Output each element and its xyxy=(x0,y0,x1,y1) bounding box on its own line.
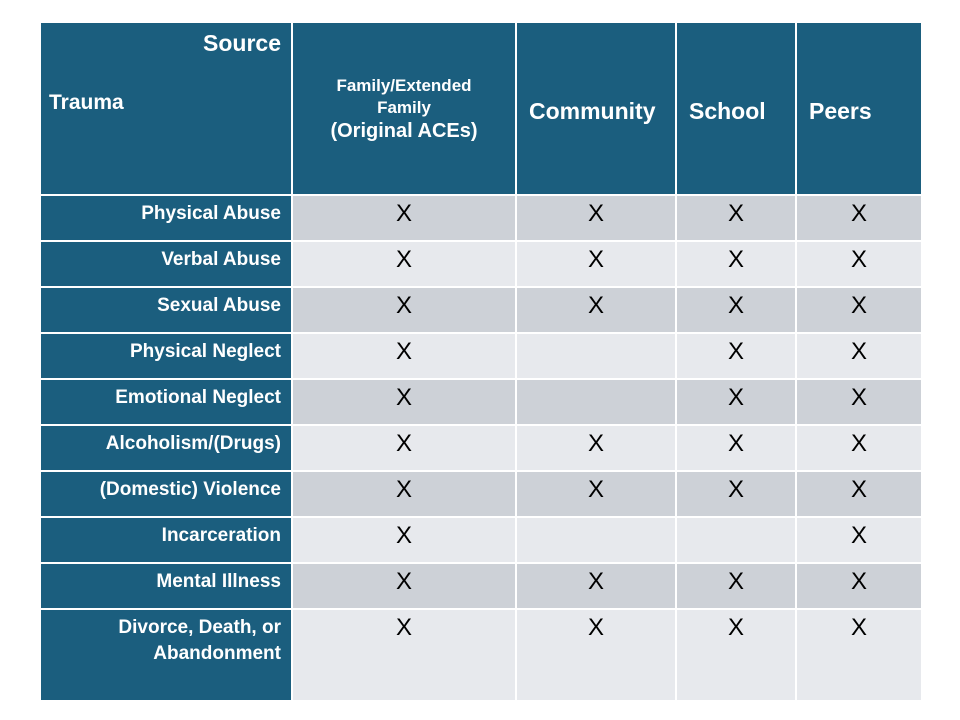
mark-cell: X xyxy=(291,608,517,702)
mark-cell: X xyxy=(675,194,797,242)
row-label-cell: Incarceration xyxy=(39,516,293,564)
row-label-cell: Divorce, Death, or Abandonment xyxy=(39,608,293,702)
mark-cell xyxy=(515,332,677,380)
mark-cell: X xyxy=(675,378,797,426)
mark-cell: X xyxy=(795,516,923,564)
mark-cell: X xyxy=(675,286,797,334)
col-header-peers: Peers xyxy=(795,21,923,196)
mark-cell: X xyxy=(795,562,923,610)
mark-cell: X xyxy=(291,378,517,426)
mark-cell: X xyxy=(291,562,517,610)
mark-cell: X xyxy=(515,424,677,472)
mark-cell: X xyxy=(795,378,923,426)
mark-cell: X xyxy=(675,608,797,702)
source-axis-label: Source xyxy=(203,30,281,56)
mark-cell: X xyxy=(795,332,923,380)
table-row: Alcoholism/(Drugs) X X X X xyxy=(39,424,923,472)
mark-cell: X xyxy=(515,194,677,242)
mark-cell: X xyxy=(675,332,797,380)
mark-cell xyxy=(675,516,797,564)
mark-cell: X xyxy=(675,424,797,472)
row-label-cell: Alcoholism/(Drugs) xyxy=(39,424,293,472)
mark-cell: X xyxy=(291,286,517,334)
mark-cell: X xyxy=(515,470,677,518)
mark-cell: X xyxy=(795,470,923,518)
trauma-source-table: Source Trauma Family/Extended Family (Or… xyxy=(39,21,923,702)
col-header-family: Family/Extended Family (Original ACEs) xyxy=(291,21,517,196)
mark-cell: X xyxy=(675,470,797,518)
table-row: Physical Neglect X X X xyxy=(39,332,923,380)
mark-cell: X xyxy=(795,424,923,472)
trauma-axis-label: Trauma xyxy=(49,91,124,114)
mark-cell: X xyxy=(795,240,923,288)
table-row: Sexual Abuse X X X X xyxy=(39,286,923,334)
mark-cell: X xyxy=(675,240,797,288)
mark-cell: X xyxy=(795,194,923,242)
table-row: Mental Illness X X X X xyxy=(39,562,923,610)
row-label-cell: Physical Abuse xyxy=(39,194,293,242)
header-row: Source Trauma Family/Extended Family (Or… xyxy=(39,21,923,196)
mark-cell: X xyxy=(515,240,677,288)
mark-cell: X xyxy=(515,286,677,334)
table-row: Emotional Neglect X X X xyxy=(39,378,923,426)
mark-cell: X xyxy=(515,608,677,702)
mark-cell: X xyxy=(515,562,677,610)
col-header-family-sublabel: (Original ACEs) xyxy=(330,120,478,143)
col-header-family-label: Family/Extended Family xyxy=(336,75,472,117)
table-row: Incarceration X X xyxy=(39,516,923,564)
col-header-community: Community xyxy=(515,21,677,196)
table-row: (Domestic) Violence X X X X xyxy=(39,470,923,518)
mark-cell: X xyxy=(795,608,923,702)
row-label-cell: Sexual Abuse xyxy=(39,286,293,334)
row-label-cell: (Domestic) Violence xyxy=(39,470,293,518)
mark-cell: X xyxy=(291,240,517,288)
table-row: Divorce, Death, or Abandonment X X X X xyxy=(39,608,923,702)
row-label-cell: Verbal Abuse xyxy=(39,240,293,288)
mark-cell: X xyxy=(291,332,517,380)
mark-cell xyxy=(515,516,677,564)
mark-cell: X xyxy=(675,562,797,610)
corner-header-cell: Source Trauma xyxy=(39,21,293,196)
mark-cell: X xyxy=(291,470,517,518)
mark-cell: X xyxy=(291,194,517,242)
row-label-cell: Physical Neglect xyxy=(39,332,293,380)
table-row: Physical Abuse X X X X xyxy=(39,194,923,242)
col-header-school: School xyxy=(675,21,797,196)
mark-cell: X xyxy=(795,286,923,334)
mark-cell: X xyxy=(291,424,517,472)
table-row: Verbal Abuse X X X X xyxy=(39,240,923,288)
row-label-cell: Mental Illness xyxy=(39,562,293,610)
mark-cell xyxy=(515,378,677,426)
mark-cell: X xyxy=(291,516,517,564)
row-label-cell: Emotional Neglect xyxy=(39,378,293,426)
